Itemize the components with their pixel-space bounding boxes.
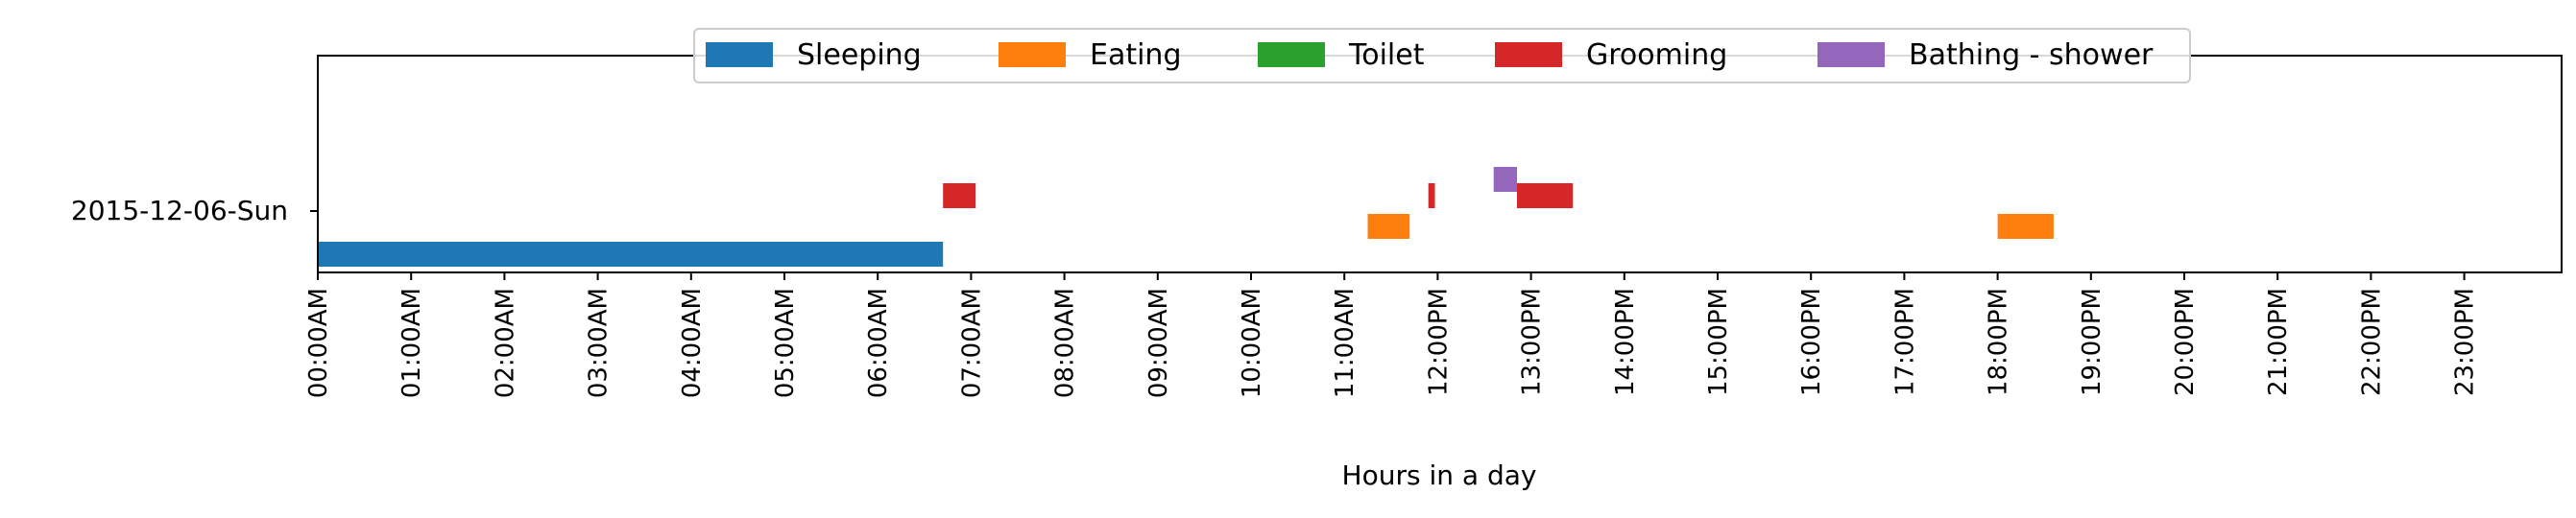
legend-label: Bathing - shower [1909,38,2154,72]
legend-label: Toilet [1348,38,1425,72]
bathing-shower-bar-1 [1493,167,1517,192]
x-tick-label: 01:00AM [397,288,426,398]
x-tick-label: 02:00AM [491,288,519,398]
grooming-bar-3 [1517,183,1574,208]
legend: Sleeping Eating Toilet Grooming Bathing - sh… [693,28,2191,83]
x-tick-label: 00:00AM [304,288,333,398]
grooming-bar-1 [943,183,976,208]
legend-label: Sleeping [797,38,922,72]
x-tick-label: 15:00PM [1704,288,1733,396]
legend-swatch [1818,42,1885,67]
x-axis-ticks: 00:00AM 01:00AM 02:00AM 03:00AM 04:00AM 05:00… [304,272,2480,398]
legend-box [693,28,2191,83]
legend-item-bathing-shower: Bathing - shower [1818,38,2154,72]
x-tick-label: 10:00AM [1238,288,1266,398]
x-tick-label: 04:00AM [678,288,707,398]
x-tick-label: 16:00PM [1797,288,1826,396]
x-axis-label: Hours in a day [1342,459,1537,491]
legend-item-grooming: Grooming [1495,38,1727,72]
eating-bar-1 [1367,214,1410,239]
legend-item-sleeping: Sleeping [706,38,922,72]
x-tick-label: 12:00PM [1424,288,1453,396]
activity-bars [318,167,2054,267]
x-tick-label: 08:00AM [1051,288,1080,398]
x-tick-label: 14:00PM [1611,288,1640,396]
y-tick-label: 2015-12-06-Sun [71,195,288,226]
x-tick-label: 20:00PM [2171,288,2200,396]
legend-swatch [999,42,1066,67]
legend-swatch [1258,42,1325,67]
x-tick-label: 13:00PM [1518,288,1547,396]
x-tick-label: 07:00AM [957,288,986,398]
x-tick-label: 11:00AM [1331,288,1360,398]
x-tick-label: 17:00PM [1890,288,1919,396]
x-tick-label: 03:00AM [585,288,614,398]
x-tick-label: 18:00PM [1985,288,2013,396]
x-tick-label: 23:00PM [2451,288,2480,396]
eating-bar-2 [1997,214,2054,239]
legend-swatch [706,42,773,67]
x-tick-label: 09:00AM [1144,288,1173,398]
x-tick-label: 05:00AM [771,288,800,398]
legend-label: Grooming [1586,38,1727,72]
legend-item-eating: Eating [999,38,1182,72]
x-tick-label: 22:00PM [2357,288,2386,396]
x-tick-label: 06:00AM [864,288,893,398]
legend-label: Eating [1090,38,1182,72]
x-tick-label: 19:00PM [2078,288,2107,396]
legend-swatch [1495,42,1562,67]
x-tick-label: 21:00PM [2264,288,2293,396]
grooming-bar-2 [1428,183,1435,208]
legend-item-toilet: Toilet [1258,38,1425,72]
sleeping-bar-1 [318,242,944,267]
